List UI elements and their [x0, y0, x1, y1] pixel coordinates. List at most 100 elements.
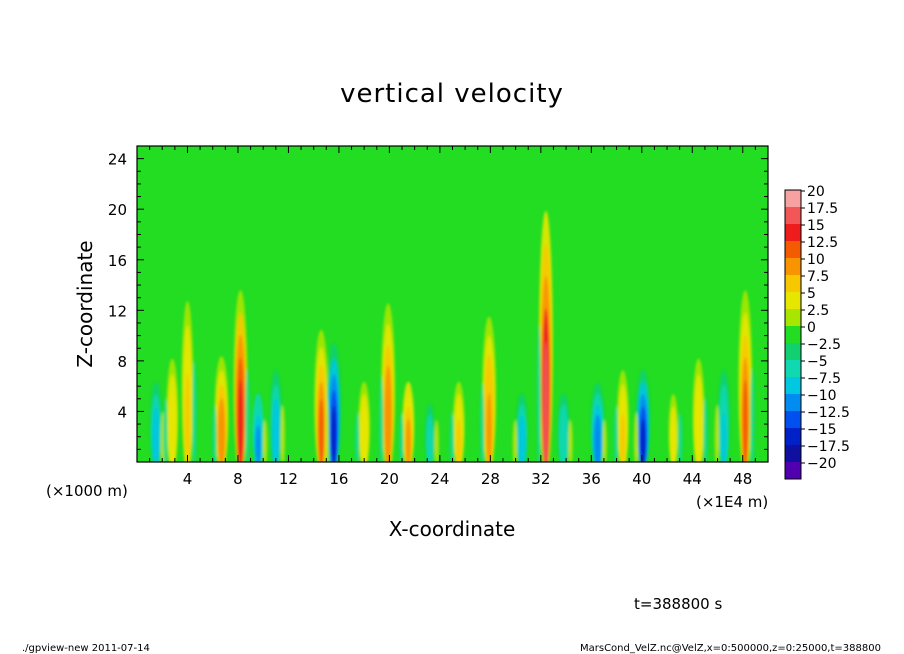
velocity-contour — [280, 405, 286, 462]
velocity-contour — [714, 405, 720, 462]
colorbar-label: −12.5 — [807, 405, 850, 421]
x-tick-label: 12 — [279, 470, 298, 488]
velocity-contour — [742, 379, 748, 462]
colorbar-swatch — [785, 224, 801, 241]
chart-title: vertical velocity — [340, 79, 564, 109]
velocity-plume — [738, 290, 755, 462]
colorbar-swatch — [785, 445, 801, 462]
x-axis-label: X-coordinate — [389, 517, 516, 541]
y-axis-label: Z-coordinate — [73, 240, 97, 367]
velocity-plume — [150, 381, 166, 462]
x-tick-label: 32 — [531, 470, 550, 488]
colorbar-frame — [784, 189, 802, 480]
y-tick-label: 8 — [117, 353, 127, 371]
x-tick-label: 28 — [481, 470, 500, 488]
colorbar-swatch — [785, 190, 801, 207]
velocity-contour — [568, 419, 573, 462]
velocity-contour — [385, 386, 391, 462]
x-tick-label: 8 — [233, 470, 243, 488]
velocity-contour — [595, 425, 601, 462]
velocity-contour — [613, 405, 619, 462]
colorbar-label: 2.5 — [807, 303, 829, 319]
y-tick-label: 20 — [108, 201, 127, 219]
velocity-contour — [245, 368, 250, 462]
velocity-contour — [602, 419, 607, 462]
velocity-plume — [557, 393, 573, 462]
colorbar-label: −10 — [807, 388, 837, 404]
velocity-contour — [560, 425, 567, 462]
velocity-contour — [218, 412, 225, 462]
velocity-contour — [695, 405, 702, 462]
colorbar-label: −5 — [807, 354, 828, 370]
colorbar-label: −17.5 — [807, 439, 850, 455]
x-tick-label: 48 — [733, 470, 752, 488]
colorbar-label: 17.5 — [807, 201, 838, 217]
velocity-contour — [536, 324, 542, 462]
velocity-contour — [184, 373, 191, 462]
velocity-plume — [378, 303, 396, 462]
y-axis: 4 8 12 16 20 24 — [108, 151, 768, 450]
colorbar-label: −7.5 — [807, 371, 841, 387]
velocity-contour — [255, 425, 261, 462]
velocity-plume — [212, 356, 229, 462]
colorbar-swatch — [785, 275, 801, 292]
x-unit-left: (×1000 m) — [46, 482, 128, 500]
velocity-contour — [670, 418, 676, 462]
velocity-contour — [237, 379, 244, 462]
velocity-plume — [324, 342, 341, 462]
velocity-contour — [163, 397, 168, 462]
velocity-plume — [181, 300, 197, 462]
y-tick-label: 16 — [108, 252, 127, 270]
x-tick-label: 40 — [632, 470, 651, 488]
velocity-contour — [543, 340, 549, 462]
velocity-contour — [456, 418, 462, 462]
velocity-plume — [633, 369, 651, 462]
velocity-plume — [714, 370, 730, 462]
velocity-contour — [324, 397, 330, 462]
colorbar-label: 15 — [807, 218, 825, 234]
velocity-contour — [434, 419, 439, 462]
colorbar-swatch — [785, 360, 801, 377]
time-label: t=388800 s — [634, 595, 722, 613]
colorbar-label: −2.5 — [807, 337, 841, 353]
colorbar-label: −20 — [807, 456, 837, 472]
velocity-plume — [163, 358, 179, 462]
colorbar-swatch — [785, 292, 801, 309]
colorbar: 2017.51512.5107.552.50−2.5−5−7.5−10−12.5… — [784, 184, 850, 480]
velocity-contour — [399, 412, 404, 462]
velocity-contour — [169, 405, 175, 462]
x-tick-label: 20 — [380, 470, 399, 488]
velocity-plume — [536, 210, 553, 462]
x-tick-label: 36 — [582, 470, 601, 488]
velocity-plume — [692, 358, 708, 462]
velocity-contour — [378, 375, 384, 462]
velocity-contour — [405, 418, 411, 462]
y-tick-label: 24 — [108, 151, 127, 169]
x-axis: 4 8 12 16 20 24 28 32 36 40 44 48 — [149, 146, 756, 488]
colorbar-swatch — [785, 377, 801, 394]
colorbar-swatch — [785, 411, 801, 428]
colorbar-swatch — [785, 343, 801, 360]
velocity-contour — [354, 412, 360, 462]
colorbar-swatch — [785, 428, 801, 445]
y-tick-label: 12 — [108, 302, 127, 320]
colorbar-label: −15 — [807, 422, 837, 438]
velocity-contour — [449, 412, 455, 462]
footer-left: ./gpview-new 2011-07-14 — [22, 643, 150, 654]
velocity-contour — [620, 412, 626, 462]
x-tick-label: 16 — [329, 470, 348, 488]
colorbar-label: 12.5 — [807, 235, 838, 251]
velocity-contour — [192, 361, 197, 462]
velocity-contour — [361, 418, 367, 462]
velocity-contour — [678, 412, 683, 462]
velocity-plume — [590, 382, 607, 462]
velocity-plume — [252, 393, 268, 462]
velocity-contour — [427, 425, 433, 462]
velocity-plume — [424, 403, 439, 462]
colorbar-swatch — [785, 207, 801, 224]
velocity-plume — [233, 290, 250, 462]
velocity-contour — [212, 405, 217, 462]
velocity-plume — [479, 316, 497, 462]
velocity-contour — [703, 397, 708, 462]
